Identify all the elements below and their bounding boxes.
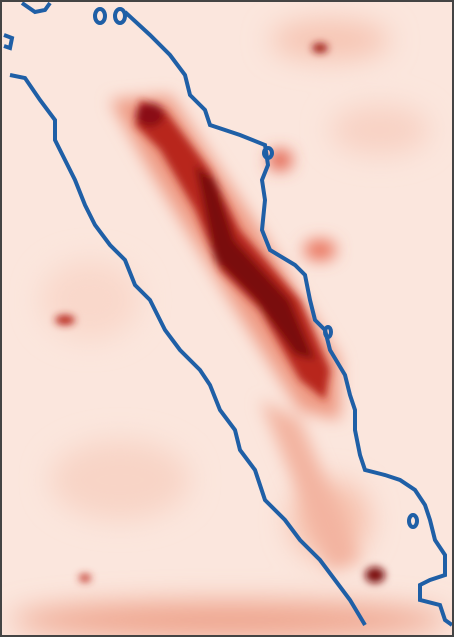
page: (() => { const data = JSON.parse(documen…: [0, 0, 454, 637]
heatmap-image: [0, 0, 454, 637]
